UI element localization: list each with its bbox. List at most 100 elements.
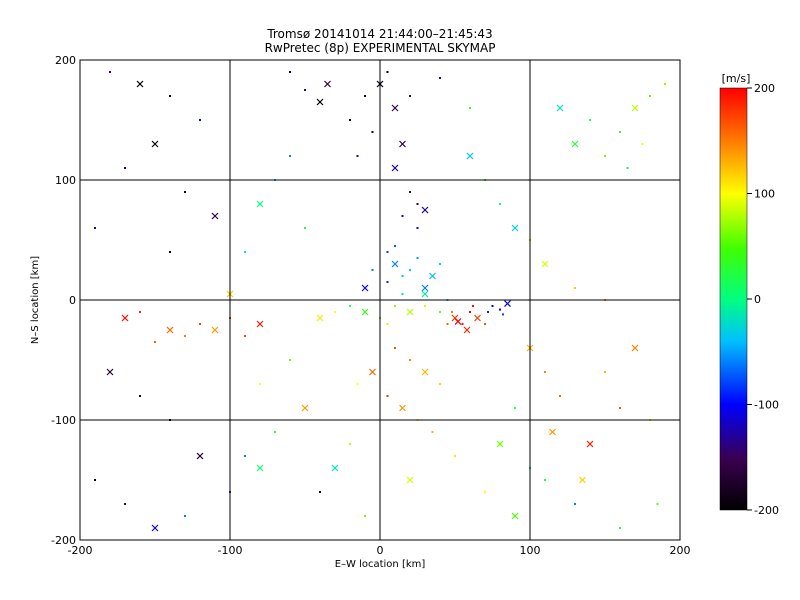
data-point-cross (369, 368, 376, 376)
data-point-dot (386, 395, 389, 397)
data-point-dot (109, 71, 111, 73)
data-point-dot (394, 347, 396, 349)
data-point-dot (169, 95, 171, 97)
y-tick-label: 0 (69, 294, 76, 307)
data-point-dot (334, 311, 336, 313)
data-point-dot (154, 341, 156, 343)
data-point-cross (136, 80, 144, 88)
data-point-dot (394, 305, 396, 307)
colorbar-ticks: 200 100 0 -100 -200 (747, 82, 779, 517)
data-point-dot (439, 383, 441, 385)
data-point-cross (421, 284, 429, 292)
colorbar-label: [m/s] (722, 72, 751, 85)
data-point-cross (496, 440, 504, 448)
data-point-dot (559, 395, 561, 397)
data-point-dot (199, 119, 201, 121)
data-point-dot (139, 311, 141, 313)
data-point-dot (184, 515, 186, 517)
data-point-dot (409, 191, 411, 193)
data-point-dot (349, 119, 351, 121)
data-point-dot (244, 455, 246, 457)
data-point-dot (304, 227, 306, 229)
data-point-dot (424, 305, 426, 307)
data-point-dot (664, 83, 666, 85)
data-point-dot (514, 407, 516, 409)
data-point-dot (349, 443, 351, 445)
x-axis-label: E–W location [km] (335, 559, 426, 570)
data-point-cross (166, 326, 174, 334)
data-point-dot (409, 269, 411, 271)
data-point-cross (196, 452, 204, 460)
y-tick-label: -200 (51, 534, 76, 547)
data-point-dot (487, 311, 489, 313)
data-point-cross (331, 464, 339, 472)
data-point-cross (406, 476, 414, 484)
data-point-dot (499, 203, 501, 205)
data-point-cross (391, 260, 399, 268)
data-point-cross (211, 212, 219, 220)
data-point-dot (604, 371, 606, 373)
x-tick-label: -100 (218, 544, 243, 557)
data-point-cross (256, 200, 264, 208)
data-point-dot (626, 167, 629, 169)
data-point-dot (649, 95, 651, 97)
data-point-cross (399, 404, 406, 412)
data-point-cross (556, 104, 564, 112)
data-point-dot (94, 227, 96, 229)
data-point-cross (361, 284, 369, 292)
chart-subtitle: RwPretec (8p) EXPERIMENTAL SKYMAP (265, 41, 496, 55)
data-point-dot (619, 527, 621, 529)
data-point-dot (124, 167, 126, 169)
data-point-dot (386, 323, 389, 325)
data-point-dot (656, 503, 659, 505)
y-tick-label: -100 (51, 414, 76, 427)
data-point-dot (401, 293, 404, 295)
data-point-dot (469, 107, 471, 109)
data-point-cross (361, 308, 369, 316)
data-point-dot (244, 335, 246, 337)
data-point-dot (454, 455, 456, 457)
data-point-dot (371, 269, 374, 271)
data-point-cross (421, 368, 429, 376)
data-point-cross (466, 152, 474, 160)
data-point-dot (319, 491, 321, 493)
data-point-cross (549, 428, 556, 436)
data-point-dot (304, 89, 306, 91)
data-point-dot (394, 245, 396, 247)
data-point-cross (631, 104, 639, 112)
data-point-dot (364, 515, 366, 517)
data-point-cross (511, 512, 519, 520)
data-point-dot (502, 313, 504, 316)
data-point-cross (301, 404, 309, 412)
data-point-dot (574, 287, 576, 289)
data-point-dot (184, 191, 186, 193)
data-point-cross (421, 206, 429, 214)
colorbar-tick-label: 200 (754, 82, 775, 95)
data-point-dot (491, 305, 494, 307)
data-point-dot (472, 305, 474, 307)
data-point-cross (504, 300, 511, 308)
data-point-cross (256, 320, 264, 328)
data-point-dot (409, 359, 411, 361)
data-point-dot (349, 305, 351, 307)
data-point-dot (386, 251, 389, 253)
data-point-dot (169, 251, 171, 253)
grid-lines (80, 60, 680, 540)
data-point-dot (499, 308, 501, 311)
data-point-dot (589, 119, 591, 121)
data-point-dot (124, 503, 126, 505)
data-point-cross (324, 80, 331, 88)
data-point-cross (391, 104, 399, 112)
data-point-dot (356, 155, 359, 157)
data-point-cross (211, 326, 219, 334)
data-point-dot (446, 323, 449, 325)
data-point-dot (544, 371, 546, 373)
data-point-dot (641, 143, 644, 145)
data-point-cross (571, 140, 579, 148)
data-point-cross (421, 290, 429, 298)
data-point-dot (439, 77, 441, 79)
y-axis-ticks: -200 -100 0 100 200 (51, 54, 76, 547)
chart-title: Tromsø 20141014 21:44:00–21:45:43 (266, 27, 492, 41)
data-point-cross (399, 140, 406, 148)
data-point-dot (401, 275, 404, 277)
